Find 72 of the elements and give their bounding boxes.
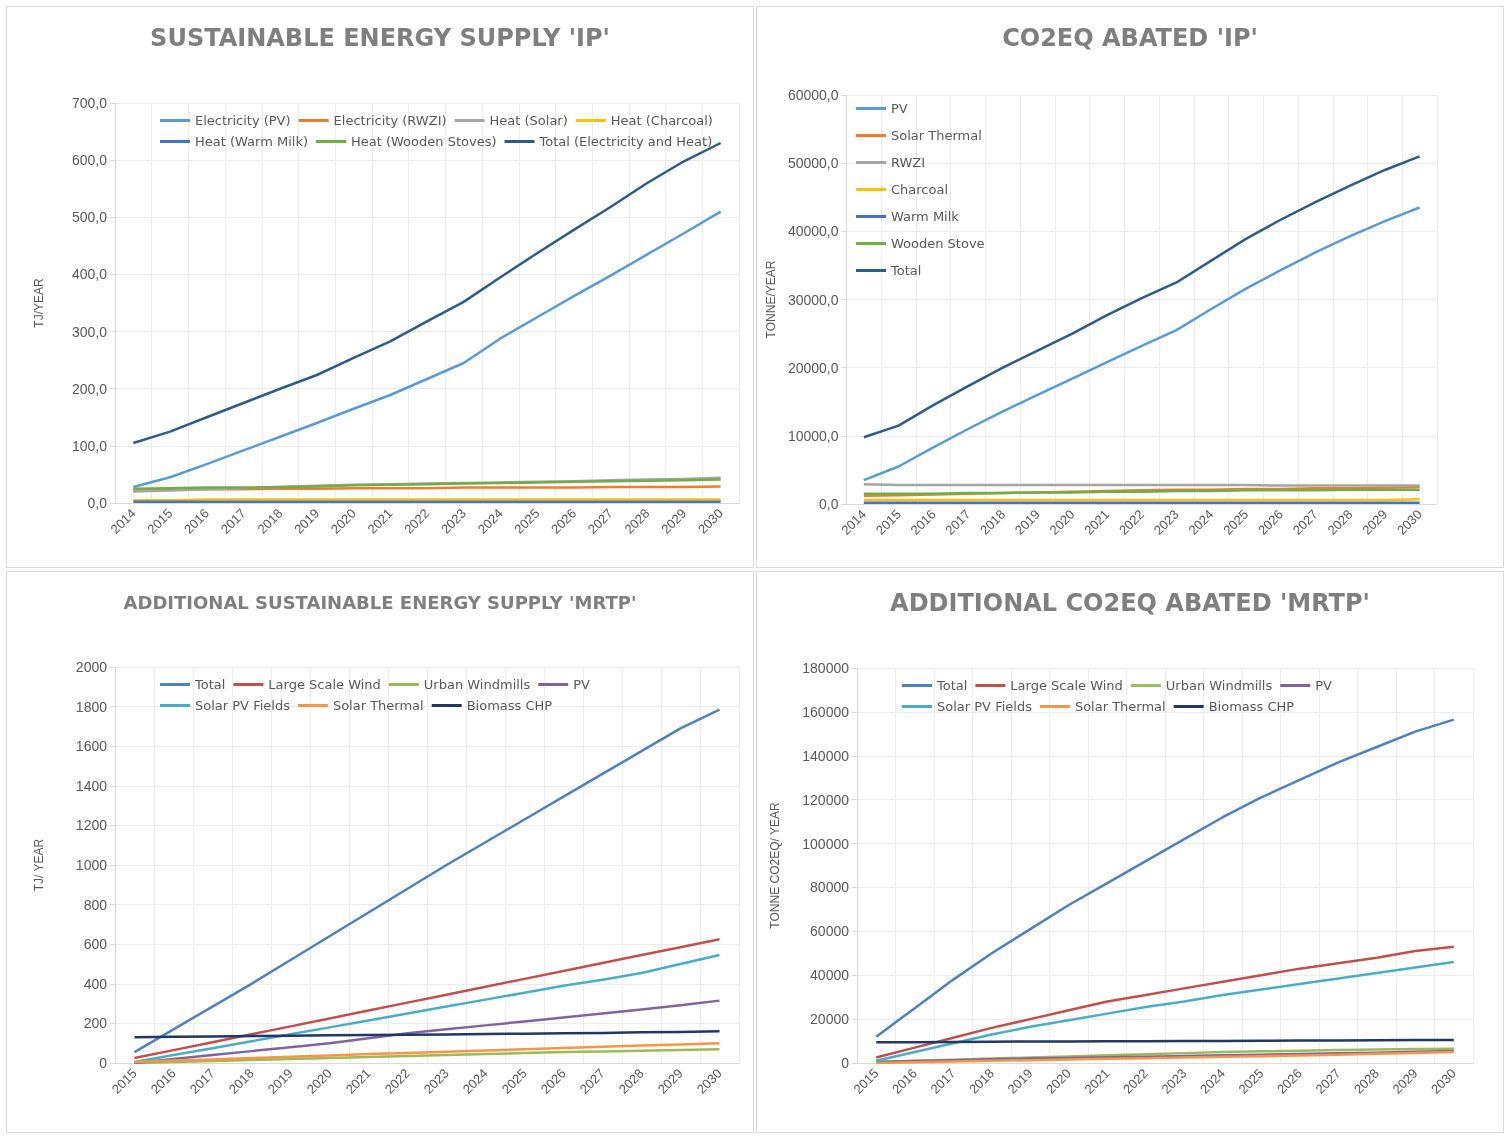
y-tick-label: 20000,0 — [787, 359, 839, 376]
legend-label: Warm Milk — [891, 209, 960, 224]
legend-label: Electricity (RWZI) — [333, 113, 447, 128]
y-tick-label: 0,0 — [819, 496, 839, 512]
legend-label: Wooden Stove — [891, 236, 985, 251]
y-tick-label: 20000 — [810, 1011, 850, 1028]
legend-label: Heat (Solar) — [489, 113, 568, 128]
legend-label: PV — [573, 677, 591, 692]
y-tick-label: 120000 — [802, 791, 850, 808]
y-tick-label: 800 — [83, 896, 108, 913]
y-axis-title: TJ/ YEAR — [32, 838, 46, 892]
y-tick-label: 40000,0 — [787, 223, 839, 240]
y-axis-title: TONNE/YEAR — [764, 260, 778, 339]
legend-label: Electricity (PV) — [195, 113, 291, 128]
y-tick-label: 1600 — [75, 738, 108, 755]
chart-title: CO2EQ ABATED 'IP' — [1002, 24, 1258, 52]
y-tick-label: 400 — [83, 975, 108, 992]
y-tick-label: 30000,0 — [787, 291, 839, 308]
y-tick-label: 160000 — [802, 703, 850, 720]
legend-label: Solar PV Fields — [937, 699, 1033, 714]
legend-label: Total — [890, 263, 922, 278]
y-tick-label: 80000 — [810, 879, 850, 896]
legend-label: PV — [1315, 678, 1333, 693]
legend-label: Heat (Warm Milk) — [195, 134, 308, 149]
chart-title: ADDITIONAL CO2EQ ABATED 'MRTP' — [890, 589, 1370, 617]
y-tick-label: 0 — [841, 1055, 850, 1071]
legend-label: Urban Windmills — [423, 677, 531, 692]
y-tick-label: 180000 — [802, 660, 850, 676]
y-tick-label: 100000 — [802, 835, 850, 852]
legend-label: Total — [936, 678, 968, 693]
legend-label: Biomass CHP — [466, 698, 553, 713]
y-tick-label: 1800 — [75, 698, 108, 715]
legend-label: Charcoal — [891, 182, 949, 197]
legend-label: PV — [891, 101, 908, 116]
legend-label: Total — [194, 677, 226, 692]
legend-label: Large Scale Wind — [268, 677, 381, 692]
legend-label: Solar PV Fields — [195, 698, 291, 713]
legend-label: Urban Windmills — [1165, 678, 1273, 693]
legend-label: Biomass CHP — [1208, 699, 1295, 714]
y-tick-label: 400,0 — [71, 266, 108, 283]
chart-title: ADDITIONAL SUSTAINABLE ENERGY SUPPLY 'MRTP' — [123, 591, 637, 613]
legend-label: Solar Thermal — [332, 698, 424, 713]
y-tick-label: 1000 — [75, 857, 108, 873]
y-axis-title: TONNE CO2EQ/ YEAR — [768, 802, 782, 929]
y-tick-label: 200 — [83, 1015, 108, 1032]
y-tick-label: 60000 — [810, 923, 850, 940]
legend-label: Heat (Wooden Stoves) — [350, 134, 497, 149]
y-tick-label: 140000 — [802, 747, 850, 764]
y-axis-title: TJ/YEAR — [32, 278, 46, 328]
y-tick-label: 2000 — [75, 659, 108, 675]
y-tick-label: 1400 — [75, 777, 108, 794]
legend-label: RWZI — [891, 155, 926, 170]
y-tick-label: 600,0 — [71, 152, 108, 169]
y-tick-label: 40000 — [810, 967, 850, 984]
y-tick-label: 1200 — [75, 817, 108, 834]
y-tick-label: 200,0 — [71, 380, 108, 397]
legend-label: Total (Electricity and Heat) — [538, 134, 713, 149]
legend-label: Solar Thermal — [891, 128, 982, 143]
y-tick-label: 50000,0 — [787, 155, 839, 172]
legend-label: Heat (Charcoal) — [610, 113, 713, 128]
y-tick-label: 700,0 — [71, 95, 108, 111]
y-tick-label: 60000,0 — [787, 87, 839, 103]
y-tick-label: 500,0 — [71, 209, 108, 226]
y-tick-label: 300,0 — [71, 323, 108, 340]
y-tick-label: 10000,0 — [787, 427, 839, 444]
y-tick-label: 0 — [99, 1055, 108, 1071]
y-tick-label: 100,0 — [71, 437, 108, 454]
legend-label: Large Scale Wind — [1010, 678, 1123, 693]
y-tick-label: 600 — [83, 936, 108, 953]
y-tick-label: 0,0 — [87, 495, 108, 511]
legend-label: Solar Thermal — [1074, 699, 1166, 714]
chart-title: SUSTAINABLE ENERGY SUPPLY 'IP' — [150, 24, 610, 52]
